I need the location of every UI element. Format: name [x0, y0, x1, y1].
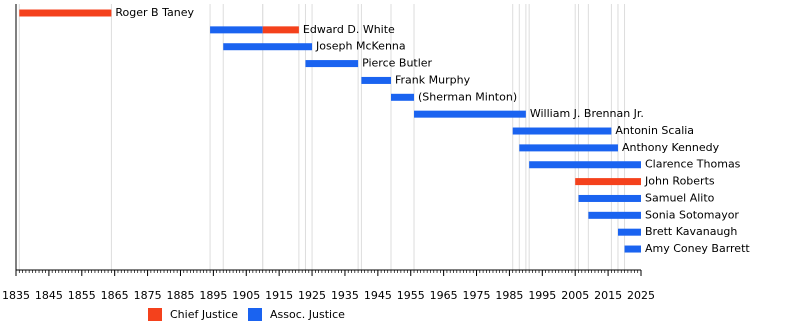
term-bar [519, 144, 618, 152]
x-tick-label: 1955 [397, 289, 425, 302]
term-bar [529, 161, 641, 169]
justice-label: Edward D. White [303, 23, 395, 36]
justice-label: William J. Brennan Jr. [530, 107, 644, 120]
x-tick-label: 1845 [35, 289, 63, 302]
x-tick-label: 1885 [166, 289, 194, 302]
x-tick-label: 1995 [528, 289, 556, 302]
legend-swatch [248, 308, 262, 321]
justice-label: Joseph McKenna [315, 40, 406, 53]
legend-label: Assoc. Justice [270, 308, 345, 321]
justice-label: Pierce Butler [362, 57, 432, 70]
term-bar [262, 26, 299, 34]
term-bar [617, 228, 641, 236]
legend-swatch [148, 308, 162, 321]
justice-label: John Roberts [644, 175, 715, 188]
term-bar [575, 178, 641, 186]
x-tick-label: 2005 [561, 289, 589, 302]
x-tick-label: 1835 [2, 289, 30, 302]
x-tick-label: 1895 [199, 289, 227, 302]
term-bar [391, 93, 415, 101]
justice-label: Amy Coney Barrett [645, 242, 750, 255]
x-tick-label: 1965 [430, 289, 458, 302]
term-bar [361, 76, 391, 84]
justice-label: Anthony Kennedy [622, 141, 720, 154]
justice-label: Sonia Sotomayor [645, 208, 739, 221]
x-tick-label: 1865 [101, 289, 129, 302]
term-bar [305, 60, 359, 68]
x-tick-label: 1855 [68, 289, 96, 302]
x-tick-label: 2025 [627, 289, 655, 302]
justice-label: Clarence Thomas [645, 158, 741, 171]
x-tick-label: 1905 [232, 289, 260, 302]
legend-label: Chief Justice [170, 308, 238, 321]
x-tick-label: 1925 [298, 289, 326, 302]
x-tick-label: 1945 [364, 289, 392, 302]
justice-label: Roger B Taney [115, 6, 194, 19]
x-tick-label: 1985 [495, 289, 523, 302]
x-tick-label: 1935 [331, 289, 359, 302]
term-bar [512, 127, 612, 135]
justice-label: (Sherman Minton) [418, 90, 517, 103]
justice-label: Frank Murphy [395, 73, 471, 86]
justice-label: Samuel Alito [645, 191, 715, 204]
justice-label: Antonin Scalia [615, 124, 694, 137]
term-bar [414, 110, 526, 118]
x-tick-label: 1875 [134, 289, 162, 302]
x-tick-label: 1915 [265, 289, 293, 302]
justice-label: Brett Kavanaugh [645, 225, 737, 238]
term-bar [578, 194, 641, 202]
term-bar [19, 9, 112, 17]
term-bar [223, 43, 313, 51]
term-bar [588, 211, 641, 219]
term-bar [210, 26, 263, 34]
term-bar [624, 245, 641, 253]
x-tick-label: 1975 [463, 289, 491, 302]
x-tick-label: 2015 [594, 289, 622, 302]
